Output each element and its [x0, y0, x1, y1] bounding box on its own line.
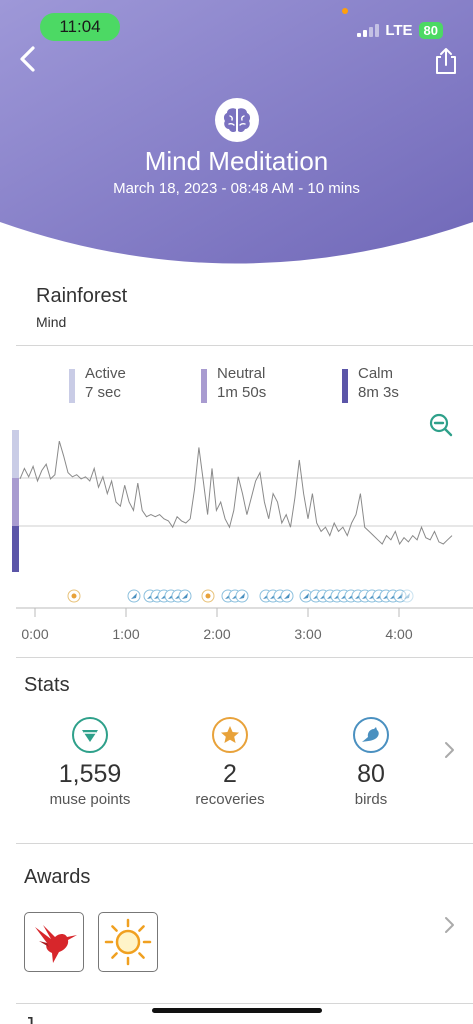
stat-value: 80 — [357, 760, 385, 788]
legend-value: 8m 3s — [358, 384, 399, 401]
legend-swatch — [342, 369, 348, 403]
privacy-indicator-icon — [342, 8, 348, 14]
share-icon[interactable] — [433, 46, 459, 76]
awards-title: Awards — [24, 866, 91, 888]
stat-value: 2 — [223, 760, 237, 788]
divider — [16, 345, 473, 346]
zone-bar-calm — [12, 526, 19, 572]
x-tick-label: 3:00 — [294, 626, 321, 642]
back-arrow-icon[interactable] — [14, 44, 42, 74]
legend-label: Active — [85, 365, 126, 382]
legend-value: 7 sec — [85, 384, 121, 401]
bird-icon — [239, 593, 245, 599]
x-tick-label: 4:00 — [385, 626, 412, 642]
bird-icon — [404, 593, 410, 599]
bird-icon — [353, 717, 389, 753]
stat-label: birds — [354, 791, 388, 808]
battery-indicator: 80 — [418, 21, 443, 39]
x-ticks: 0:001:002:003:004:005 — [21, 608, 413, 642]
legend-swatch — [69, 369, 75, 403]
zoom-out-icon[interactable] — [428, 412, 454, 438]
brain-icon — [215, 98, 259, 142]
session-header: 11:04 LTE 80 Mind Meditation March 18, 2… — [0, 0, 473, 268]
awards-chevron-right-icon[interactable] — [443, 916, 455, 934]
muse-points-icon — [72, 717, 108, 753]
stat-value: 1,559 — [58, 760, 122, 788]
legend-value: 1m 50s — [217, 384, 267, 401]
stats-chevron-right-icon[interactable] — [443, 741, 455, 759]
bird-icon — [284, 593, 290, 599]
divider — [16, 843, 473, 844]
stat-label: recoveries — [195, 791, 265, 808]
zone-bar-active — [12, 430, 19, 478]
session-type: Mind — [36, 314, 67, 330]
network-type: LTE — [385, 21, 413, 39]
award-hummingbird[interactable] — [24, 912, 84, 972]
x-tick-label: 2:00 — [203, 626, 230, 642]
bird-icon — [397, 593, 403, 599]
zone-bar-neutral — [12, 478, 19, 526]
divider — [16, 657, 473, 658]
brain-activity-chart[interactable]: 0:001:002:003:004:005 — [0, 420, 473, 660]
sun-icon — [104, 918, 152, 966]
bird-icon — [303, 593, 309, 599]
status-time: 11:04 — [40, 13, 120, 41]
legend-label: Neutral — [217, 365, 266, 382]
legend-swatch — [201, 369, 207, 403]
bird-icon — [182, 593, 188, 599]
hummingbird-icon — [35, 925, 77, 963]
bird-marker — [400, 589, 414, 603]
home-indicator[interactable] — [152, 1008, 322, 1013]
x-tick-label: 1:00 — [112, 626, 139, 642]
bird-icon — [131, 593, 137, 599]
star-icon — [212, 717, 248, 753]
stat-label: muse points — [49, 791, 131, 808]
event-markers — [67, 589, 414, 603]
page-title: Mind Meditation — [144, 146, 329, 176]
session-datetime: March 18, 2023 - 08:48 AM - 10 mins — [113, 180, 360, 197]
star-icon — [205, 593, 211, 599]
legend-label: Calm — [358, 365, 394, 382]
session-name: Rainforest — [36, 285, 128, 307]
signal-line — [19, 440, 453, 546]
stats-title: Stats — [24, 674, 70, 696]
award-sun[interactable] — [98, 912, 158, 972]
x-tick-label: 0:00 — [21, 626, 48, 642]
divider — [16, 1003, 473, 1004]
status-bar: 11:04 LTE 80 — [0, 0, 473, 50]
stat-birds[interactable]: 80 birds — [301, 717, 441, 808]
stat-muse-points[interactable]: 1,559 muse points — [20, 717, 160, 808]
journal-section-title: J — [24, 1014, 34, 1024]
cell-signal-icon — [357, 23, 380, 37]
star-icon — [71, 593, 77, 599]
stat-recoveries[interactable]: 2 recoveries — [160, 717, 300, 808]
